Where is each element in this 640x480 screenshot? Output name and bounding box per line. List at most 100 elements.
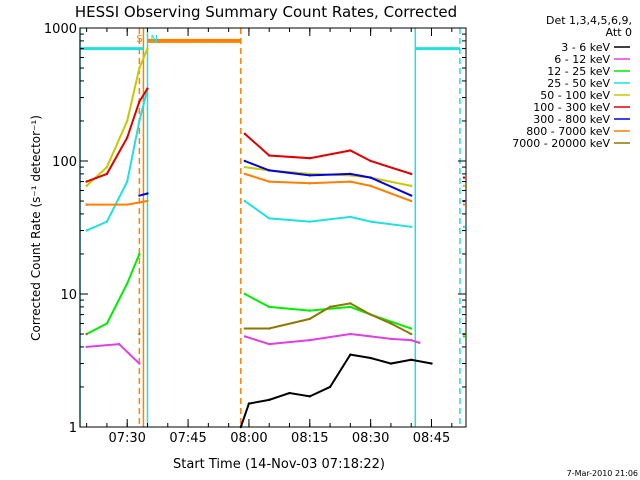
- x-axis-label: Start Time (14-Nov-03 07:18:22): [173, 457, 385, 472]
- x-tick-label: 08:00: [230, 431, 267, 446]
- data-point: [308, 220, 311, 223]
- data-point: [462, 176, 466, 179]
- series-line: [85, 48, 149, 187]
- series-line: [244, 160, 412, 197]
- legend-entry-label: 100 - 300 keV: [533, 101, 610, 114]
- data-point: [126, 282, 129, 285]
- data-point: [243, 172, 247, 176]
- series-line: [86, 343, 141, 365]
- data-point: [268, 154, 271, 157]
- data-point: [247, 402, 251, 405]
- data-point: [462, 203, 466, 206]
- data-point: [308, 317, 311, 321]
- data-point: [349, 302, 352, 305]
- data-point: [268, 342, 271, 346]
- data-point: [410, 338, 413, 342]
- x-tick-label: 07:45: [169, 431, 206, 446]
- data-point: [410, 358, 413, 362]
- series-line: [86, 253, 141, 335]
- legend-header: Att 0: [606, 26, 632, 39]
- data-point: [138, 362, 141, 365]
- data-point: [243, 159, 247, 163]
- legend-entry-label: 50 - 100 keV: [540, 89, 610, 102]
- legend-entry-label: 6 - 12 keV: [554, 53, 610, 66]
- data-point: [85, 229, 88, 232]
- data-point: [308, 182, 311, 185]
- data-point: [308, 174, 311, 177]
- data-point: [146, 87, 149, 90]
- data-point: [138, 100, 141, 103]
- data-point: [349, 353, 352, 356]
- legend-entry-label: 3 - 6 keV: [561, 41, 610, 54]
- legend-header: Det 1,3,4,5,6,9,: [546, 14, 632, 27]
- data-point: [308, 156, 311, 160]
- data-point: [105, 220, 109, 223]
- data-point: [268, 305, 271, 309]
- data-point: [349, 172, 352, 176]
- data-point: [349, 180, 352, 183]
- data-point: [243, 165, 247, 169]
- data-point: [349, 215, 352, 219]
- data-point: [138, 252, 141, 256]
- y-axis-label: Corrected Count Rate (s⁻¹ detector⁻¹): [29, 115, 43, 341]
- data-point: [146, 192, 149, 195]
- timestamp-footer: 7-Mar-2010 21:06: [567, 469, 638, 478]
- data-point: [369, 335, 372, 338]
- legend-entry-label: 7000 - 20000 keV: [512, 137, 610, 150]
- data-point: [138, 194, 141, 197]
- data-point: [430, 362, 433, 365]
- series-line: [244, 133, 412, 175]
- data-point: [105, 322, 109, 325]
- data-point: [410, 199, 413, 203]
- data-point: [288, 391, 291, 395]
- data-point: [410, 225, 413, 229]
- data-point: [308, 395, 311, 398]
- data-point: [462, 184, 466, 188]
- series-line: [244, 293, 412, 330]
- data-point: [389, 322, 393, 325]
- data-point: [462, 225, 466, 229]
- data-point: [410, 332, 413, 336]
- data-point: [389, 337, 393, 341]
- y-tick-label: 100: [52, 155, 77, 170]
- legend-entry-label: 25 - 50 keV: [547, 77, 610, 90]
- marker-label: N: [150, 34, 157, 45]
- data-point: [410, 194, 413, 197]
- data-point: [410, 172, 413, 176]
- legend-entry-label: 800 - 7000 keV: [526, 125, 610, 138]
- data-point: [138, 332, 141, 336]
- series-group: [85, 47, 466, 429]
- data-point: [117, 342, 121, 346]
- data-point: [369, 176, 372, 179]
- data-point: [389, 362, 393, 365]
- marker-label: S: [136, 34, 142, 45]
- data-point: [85, 180, 88, 183]
- x-tick-label: 08:15: [291, 431, 328, 446]
- data-point: [126, 119, 129, 123]
- data-point: [462, 335, 466, 338]
- data-point: [349, 149, 352, 152]
- data-point: [369, 220, 372, 223]
- data-point: [369, 184, 372, 188]
- data-point: [126, 203, 129, 206]
- data-point: [349, 332, 352, 336]
- data-point: [85, 184, 88, 188]
- series-line: [239, 353, 432, 428]
- data-point: [410, 327, 413, 330]
- axes: 07:30 07:45 08:00 08:15 08:30 08:45 1 10 100 1000: [44, 22, 466, 446]
- y-tick-label: 10: [60, 288, 77, 303]
- data-point: [308, 338, 311, 342]
- data-point: [328, 385, 332, 389]
- data-point: [268, 169, 271, 172]
- data-point: [243, 132, 247, 136]
- x-tick-label: 07:30: [108, 431, 145, 446]
- y-tick-label: 1: [69, 421, 77, 436]
- series-line: [86, 88, 149, 183]
- data-point: [328, 305, 332, 309]
- series-line: [244, 200, 412, 228]
- data-point: [105, 165, 109, 169]
- data-point: [138, 119, 141, 123]
